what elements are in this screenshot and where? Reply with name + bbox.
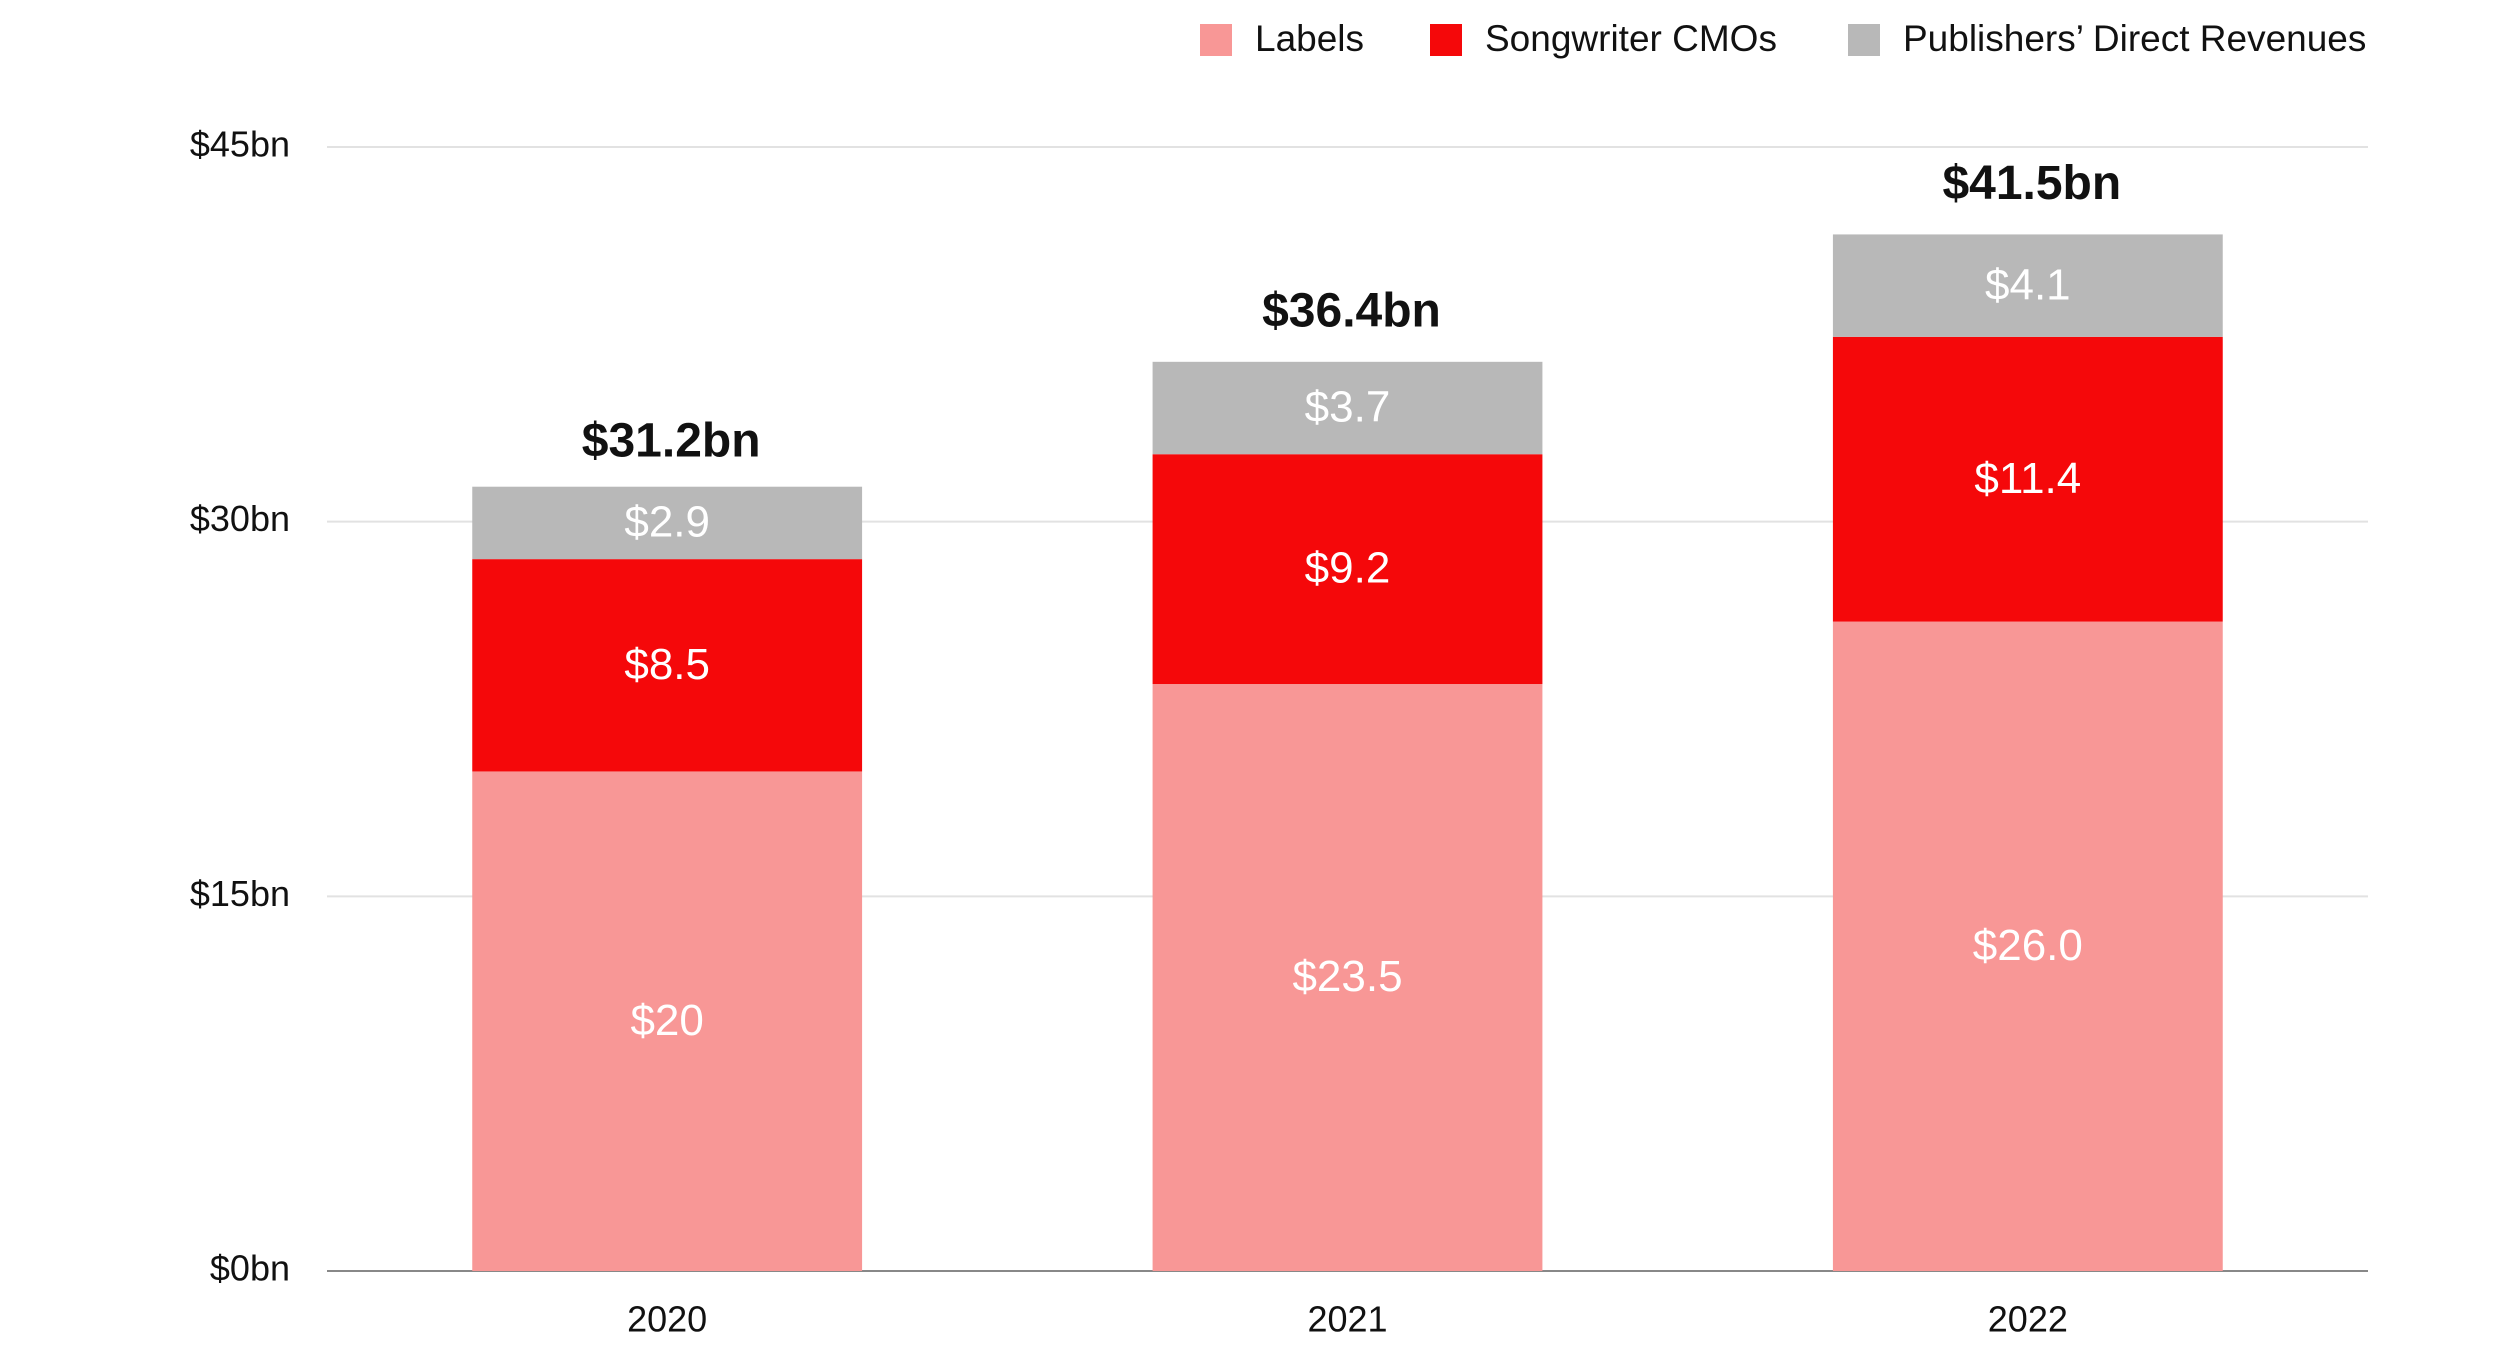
bar-segment — [1152, 684, 1543, 1271]
y-tick-label: $15bn — [190, 873, 290, 914]
value-label: $26.0 — [1973, 921, 2083, 970]
legend-label: Songwriter CMOs — [1485, 18, 1777, 59]
total-label: $36.4bn — [1262, 284, 1441, 337]
legend-label: Publishers’ Direct Revenues — [1903, 18, 2366, 59]
total-label: $31.2bn — [582, 414, 761, 467]
value-label: $20 — [630, 996, 703, 1045]
value-label: $2.9 — [624, 498, 710, 547]
bar-segment — [472, 486, 863, 560]
y-tick-label: $0bn — [210, 1248, 290, 1289]
bar-segment — [1152, 454, 1543, 685]
value-label: $8.5 — [624, 640, 710, 689]
bar-segment — [1152, 361, 1543, 455]
y-tick-label: $30bn — [190, 498, 290, 539]
bar-segment — [472, 771, 863, 1271]
bar-segment — [1832, 336, 2223, 622]
y-tick-label: $45bn — [190, 124, 290, 165]
value-label: $4.1 — [1985, 260, 2071, 309]
legend-label: Labels — [1255, 18, 1364, 59]
value-label: $3.7 — [1305, 383, 1391, 432]
legend-swatch — [1200, 24, 1232, 56]
bar-segment — [1832, 234, 2223, 337]
legend-swatch — [1430, 24, 1462, 56]
x-tick-label: 2022 — [1988, 1299, 2068, 1340]
x-tick-label: 2020 — [627, 1299, 707, 1340]
bar-segment — [472, 559, 863, 772]
bar-segment — [1832, 621, 2223, 1271]
x-tick-label: 2021 — [1307, 1299, 1387, 1340]
total-label: $41.5bn — [1942, 157, 2121, 210]
value-label: $9.2 — [1305, 544, 1391, 593]
value-label: $11.4 — [1974, 454, 2081, 503]
value-label: $23.5 — [1292, 952, 1402, 1001]
legend-swatch — [1848, 24, 1880, 56]
